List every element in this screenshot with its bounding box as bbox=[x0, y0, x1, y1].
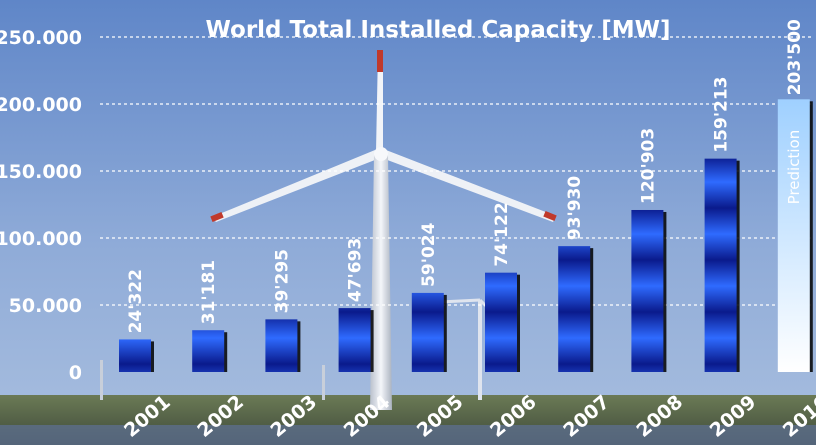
bar bbox=[265, 319, 298, 372]
bar bbox=[192, 330, 225, 372]
bar bbox=[704, 158, 737, 372]
bar-prediction bbox=[777, 99, 810, 372]
data-label: 39'295 bbox=[272, 249, 292, 313]
bar bbox=[411, 292, 444, 372]
data-label: 59'024 bbox=[419, 222, 439, 287]
data-label: 47'693 bbox=[346, 238, 366, 302]
chart-title: World Total Installed Capacity [MW] bbox=[205, 17, 670, 43]
data-label: 74'122 bbox=[492, 202, 512, 266]
data-label: 203'500 bbox=[785, 19, 805, 95]
data-label: 24'322 bbox=[126, 269, 146, 333]
y-tick-label: 50.000 bbox=[9, 295, 82, 317]
y-tick-label: 0 bbox=[69, 362, 82, 384]
bar bbox=[338, 308, 371, 372]
y-tick-label: 200.000 bbox=[0, 94, 82, 116]
data-label: 31'181 bbox=[199, 260, 219, 324]
bar bbox=[558, 246, 591, 372]
data-labels: 24'322 31'181 39'295 47'693 59'024 74'122 93'9… bbox=[126, 19, 805, 333]
y-tick-label: 150.000 bbox=[0, 161, 82, 183]
bar bbox=[485, 272, 517, 372]
gridlines bbox=[100, 36, 812, 306]
data-label: 93'930 bbox=[565, 176, 585, 241]
data-label: 159'213 bbox=[712, 76, 732, 152]
prediction-label: Prediction bbox=[785, 130, 803, 205]
bar bbox=[631, 209, 664, 372]
y-axis: 0 50.000 100.000 150.000 200.000 250.000 bbox=[0, 27, 82, 384]
bar bbox=[119, 339, 151, 372]
data-label: 120'903 bbox=[638, 128, 658, 204]
y-tick-label: 250.000 bbox=[0, 27, 82, 49]
y-tick-label: 100.000 bbox=[0, 228, 82, 250]
bars bbox=[119, 99, 813, 372]
